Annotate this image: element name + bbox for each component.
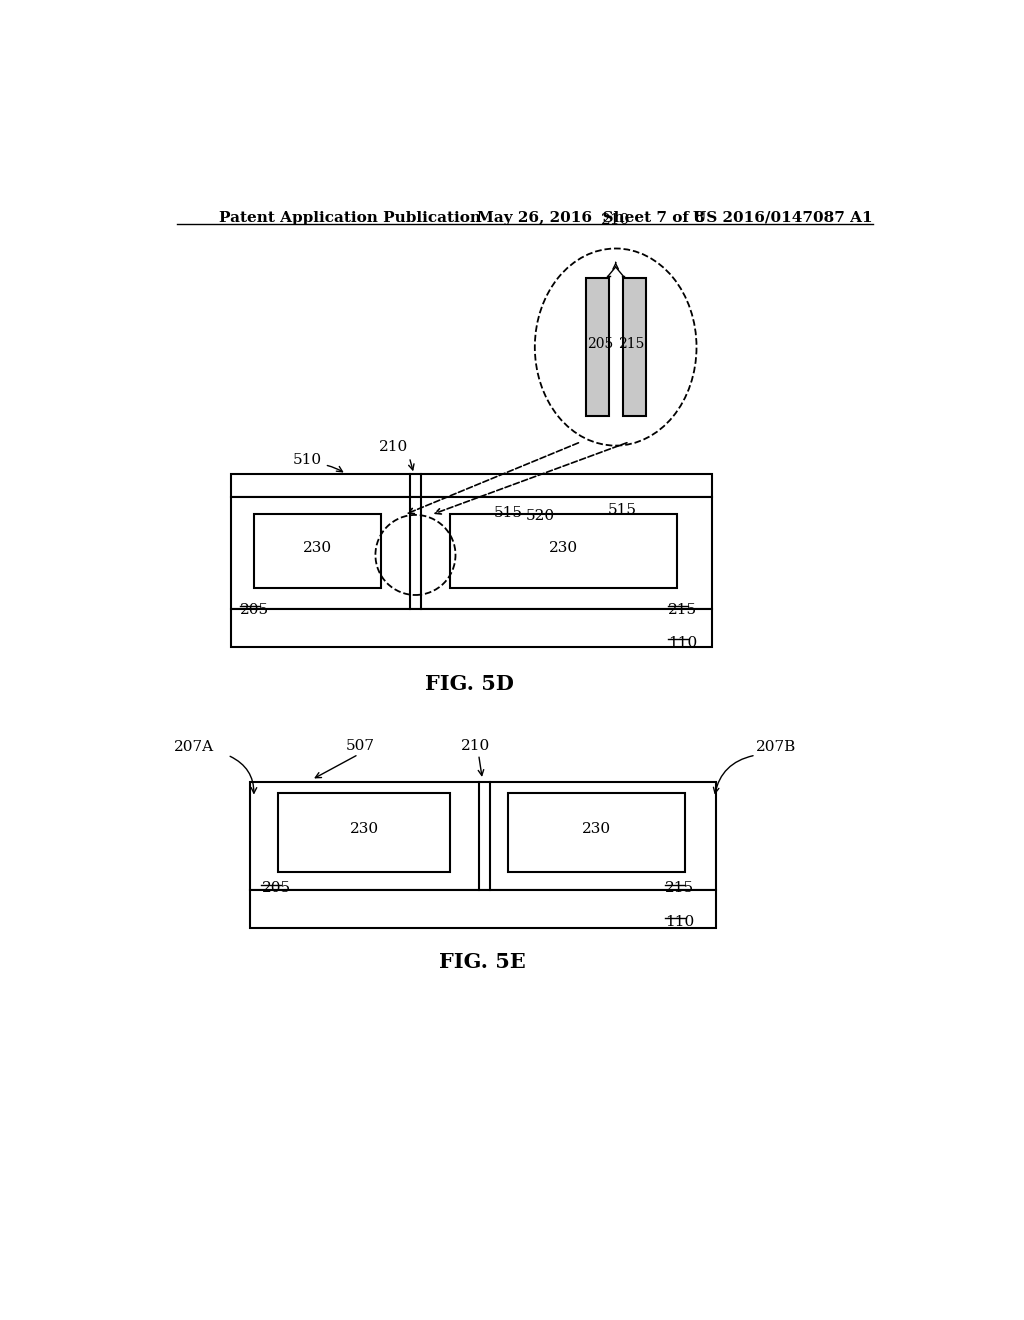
Bar bbox=[230, 609, 712, 647]
Bar bbox=[586, 277, 608, 416]
Text: 110: 110 bbox=[665, 915, 694, 929]
Text: 230: 230 bbox=[303, 541, 332, 554]
Bar bbox=[451, 515, 677, 589]
Bar bbox=[279, 793, 451, 873]
Text: 210: 210 bbox=[461, 739, 490, 752]
Text: 207A: 207A bbox=[174, 741, 214, 755]
Text: US 2016/0147087 A1: US 2016/0147087 A1 bbox=[692, 211, 872, 224]
Text: May 26, 2016  Sheet 7 of 8: May 26, 2016 Sheet 7 of 8 bbox=[477, 211, 705, 224]
Text: 215: 215 bbox=[665, 882, 694, 895]
Bar bbox=[508, 793, 685, 873]
Text: 205: 205 bbox=[587, 337, 613, 351]
Text: 230: 230 bbox=[349, 822, 379, 837]
Text: 215: 215 bbox=[668, 603, 697, 616]
Text: 205: 205 bbox=[240, 603, 269, 616]
Text: FIG. 5E: FIG. 5E bbox=[439, 952, 526, 972]
Text: 515: 515 bbox=[608, 503, 637, 517]
Text: 205: 205 bbox=[261, 882, 291, 895]
Bar bbox=[254, 515, 381, 589]
Text: FIG. 5D: FIG. 5D bbox=[425, 675, 514, 694]
Text: 210: 210 bbox=[601, 213, 631, 227]
Bar bbox=[250, 890, 716, 928]
Text: 515: 515 bbox=[494, 507, 522, 520]
Text: 230: 230 bbox=[549, 541, 579, 554]
Text: 520: 520 bbox=[525, 508, 555, 523]
Text: 215: 215 bbox=[617, 337, 644, 351]
Bar bbox=[230, 474, 712, 498]
Bar bbox=[250, 781, 716, 890]
Text: Patent Application Publication: Patent Application Publication bbox=[219, 211, 481, 224]
Bar bbox=[623, 277, 646, 416]
Text: 510: 510 bbox=[293, 453, 322, 467]
Text: 207B: 207B bbox=[756, 741, 796, 755]
Text: 230: 230 bbox=[582, 822, 611, 837]
Text: 110: 110 bbox=[668, 636, 697, 649]
Text: 507: 507 bbox=[345, 739, 375, 752]
Text: 210: 210 bbox=[379, 440, 408, 454]
Bar bbox=[230, 498, 712, 609]
